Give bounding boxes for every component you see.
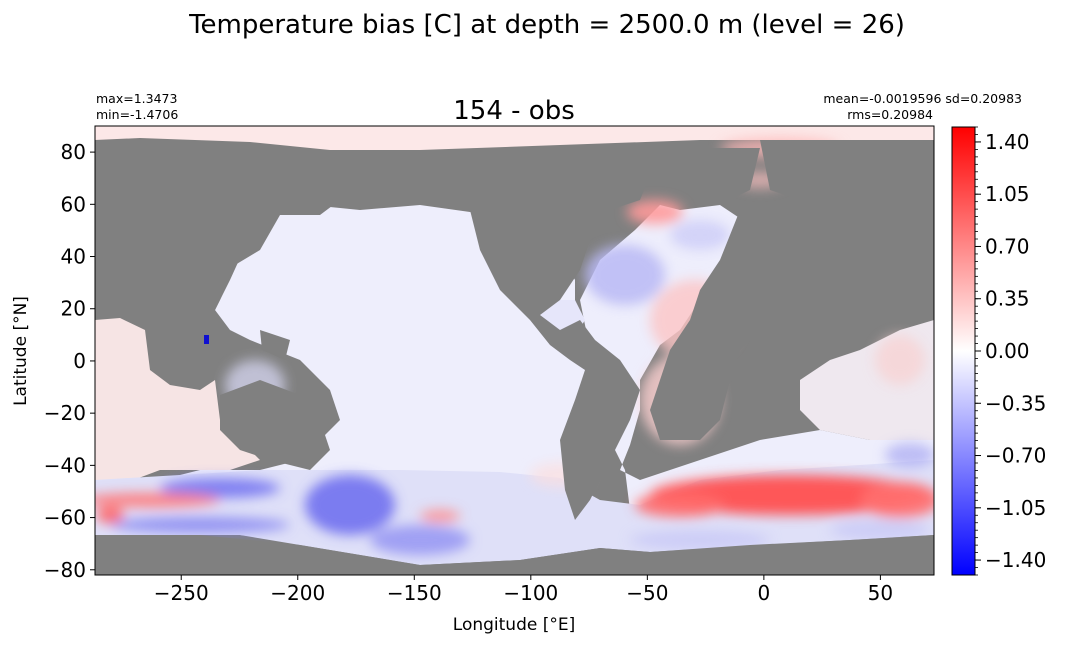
y-tick-label: −40 bbox=[44, 453, 86, 477]
min-anomaly-spot bbox=[204, 335, 209, 344]
plot-area: −250 −200 −150 −100 −50 0 50 −80−60−40−2002040… bbox=[11, 125, 935, 635]
colorbar-tick-label: −0.70 bbox=[985, 444, 1046, 468]
x-tick-label: 0 bbox=[758, 581, 771, 605]
y-tick-label: 80 bbox=[61, 140, 86, 164]
plot-title: 154 - obs bbox=[453, 96, 575, 126]
x-tick-label: 50 bbox=[868, 581, 893, 605]
x-axis-label: Longitude [°E] bbox=[453, 615, 575, 635]
land bbox=[95, 140, 934, 575]
stat-rms: rms=0.20984 bbox=[847, 107, 933, 122]
plot-frame bbox=[94, 125, 935, 576]
colorbar-gradient bbox=[951, 126, 976, 576]
suptitle: Temperature bias [C] at depth = 2500.0 m… bbox=[188, 10, 905, 40]
colorbar-tick-label: −0.35 bbox=[985, 391, 1046, 415]
colorbar-tick-label: 0.00 bbox=[985, 339, 1030, 363]
colorbar-tick-label: 0.70 bbox=[985, 234, 1030, 258]
colorbar-tick-label: 1.40 bbox=[985, 130, 1030, 154]
x-tick-label: −100 bbox=[503, 581, 558, 605]
y-tick-label: −20 bbox=[44, 401, 86, 425]
colorbar-tick-label: 1.05 bbox=[985, 182, 1030, 206]
colorbar-tick-label: −1.05 bbox=[985, 496, 1046, 520]
y-tick-label: −60 bbox=[44, 506, 86, 530]
y-tick-label: 0 bbox=[73, 349, 86, 373]
y-tick-label: 40 bbox=[61, 245, 86, 269]
x-tick-label: −250 bbox=[154, 581, 209, 605]
stat-max: max=1.3473 bbox=[96, 91, 177, 106]
stat-mean-sd: mean=-0.0019596 sd=0.20983 bbox=[823, 91, 1022, 106]
colorbar: −1.40 −1.05 −0.70 −0.35 0.00 0.35 0.70 1.05 1.40 bbox=[951, 126, 1046, 576]
y-tick-label: 60 bbox=[61, 192, 86, 216]
colorbar-ticks: −1.40 −1.05 −0.70 −0.35 0.00 0.35 0.70 1.05 1.40 bbox=[975, 130, 1046, 572]
colorbar-tick-label: −1.40 bbox=[985, 548, 1046, 572]
x-tick-label: −150 bbox=[387, 581, 442, 605]
y-tick-label: −80 bbox=[44, 558, 86, 582]
x-axis: −250 −200 −150 −100 −50 0 50 bbox=[154, 575, 893, 605]
y-tick-label: 20 bbox=[61, 297, 86, 321]
y-axis-label: Latitude [°N] bbox=[11, 296, 31, 406]
colorbar-tick-label: 0.35 bbox=[985, 287, 1030, 311]
stat-min: min=-1.4706 bbox=[96, 107, 178, 122]
y-axis: −80 −60 −40 −20 0 20 40 60 80 bbox=[44, 140, 95, 582]
x-tick-label: −200 bbox=[270, 581, 325, 605]
x-tick-label: −50 bbox=[626, 581, 668, 605]
